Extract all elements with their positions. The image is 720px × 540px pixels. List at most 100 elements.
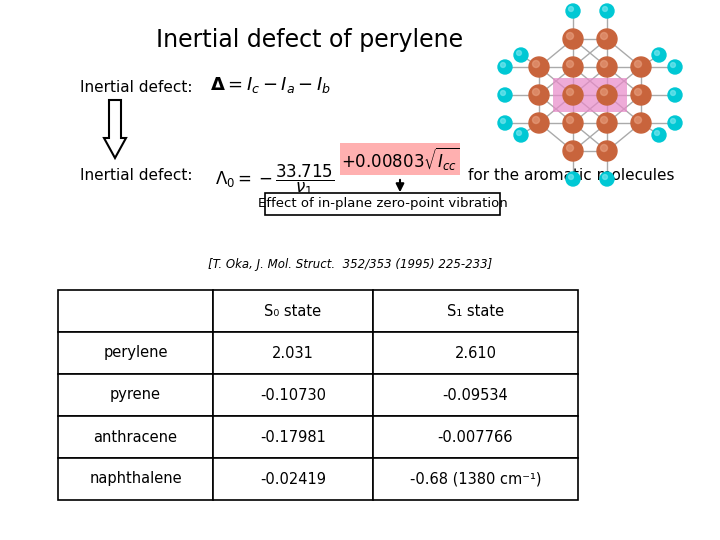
Circle shape xyxy=(634,60,642,68)
Text: perylene: perylene xyxy=(103,346,168,361)
Circle shape xyxy=(597,57,617,77)
Text: Inertial defect:: Inertial defect: xyxy=(80,168,197,183)
Text: Effect of in-plane zero-point vibration: Effect of in-plane zero-point vibration xyxy=(258,198,508,211)
Text: naphthalene: naphthalene xyxy=(89,471,182,487)
Bar xyxy=(373,332,578,374)
Circle shape xyxy=(668,88,682,102)
Bar xyxy=(58,374,213,416)
Circle shape xyxy=(600,89,608,96)
Circle shape xyxy=(567,32,574,39)
Circle shape xyxy=(600,145,608,152)
Circle shape xyxy=(654,51,660,56)
Circle shape xyxy=(563,141,583,161)
Text: pyrene: pyrene xyxy=(110,388,161,402)
Circle shape xyxy=(514,128,528,142)
Text: -0.68 (1380 cm⁻¹): -0.68 (1380 cm⁻¹) xyxy=(410,471,541,487)
Bar xyxy=(58,458,213,500)
Circle shape xyxy=(533,60,539,68)
Bar xyxy=(553,78,627,112)
Circle shape xyxy=(600,32,608,39)
Circle shape xyxy=(500,63,505,68)
Text: [T. Oka, J. Mol. Struct.  352/353 (1995) 225-233]: [T. Oka, J. Mol. Struct. 352/353 (1995) … xyxy=(208,258,492,271)
Circle shape xyxy=(600,4,614,18)
Circle shape xyxy=(533,117,539,124)
Circle shape xyxy=(566,4,580,18)
Polygon shape xyxy=(104,100,126,158)
Bar xyxy=(58,332,213,374)
Text: S₀ state: S₀ state xyxy=(264,303,322,319)
Circle shape xyxy=(498,116,512,130)
Text: anthracene: anthracene xyxy=(94,429,178,444)
Text: S₁ state: S₁ state xyxy=(447,303,504,319)
Bar xyxy=(340,143,460,175)
Circle shape xyxy=(563,113,583,133)
Text: 2.031: 2.031 xyxy=(272,346,314,361)
Bar xyxy=(58,416,213,458)
Circle shape xyxy=(670,119,675,124)
Circle shape xyxy=(569,174,573,179)
Text: for the aromatic molecules: for the aromatic molecules xyxy=(468,168,675,183)
Circle shape xyxy=(670,63,675,68)
Circle shape xyxy=(516,131,521,136)
Circle shape xyxy=(529,57,549,77)
Circle shape xyxy=(529,85,549,105)
Bar xyxy=(265,193,500,215)
Circle shape xyxy=(668,60,682,74)
Bar xyxy=(373,374,578,416)
Circle shape xyxy=(567,60,574,68)
Circle shape xyxy=(498,88,512,102)
Text: Inertial defect:: Inertial defect: xyxy=(80,80,197,95)
Circle shape xyxy=(631,57,651,77)
Circle shape xyxy=(516,51,521,56)
Circle shape xyxy=(563,29,583,49)
Text: -0.007766: -0.007766 xyxy=(438,429,513,444)
Circle shape xyxy=(597,85,617,105)
Circle shape xyxy=(600,117,608,124)
Text: -0.09534: -0.09534 xyxy=(443,388,508,402)
Text: $\boldsymbol{\Delta} = \mathit{I}_c - \mathit{I}_a - \mathit{I}_b$: $\boldsymbol{\Delta} = \mathit{I}_c - \m… xyxy=(210,75,331,95)
Text: -0.17981: -0.17981 xyxy=(260,429,326,444)
Circle shape xyxy=(500,119,505,124)
Bar xyxy=(373,416,578,458)
Circle shape xyxy=(567,89,574,96)
Circle shape xyxy=(498,60,512,74)
Circle shape xyxy=(563,85,583,105)
Text: $\Lambda_0 = -\dfrac{33.715}{\nu_1}$: $\Lambda_0 = -\dfrac{33.715}{\nu_1}$ xyxy=(215,163,334,198)
Text: $+0.00803\sqrt{I_{cc}}$: $+0.00803\sqrt{I_{cc}}$ xyxy=(341,145,459,173)
Bar xyxy=(373,290,578,332)
Circle shape xyxy=(634,89,642,96)
Circle shape xyxy=(567,145,574,152)
Circle shape xyxy=(652,48,666,62)
Circle shape xyxy=(670,91,675,96)
Text: 2.610: 2.610 xyxy=(454,346,497,361)
Bar xyxy=(213,458,373,500)
Circle shape xyxy=(603,174,608,179)
Bar xyxy=(213,332,373,374)
Circle shape xyxy=(634,117,642,124)
Circle shape xyxy=(631,113,651,133)
Circle shape xyxy=(569,6,573,11)
Circle shape xyxy=(597,141,617,161)
Bar xyxy=(213,290,373,332)
Circle shape xyxy=(567,117,574,124)
Circle shape xyxy=(529,113,549,133)
Bar xyxy=(373,458,578,500)
Text: Inertial defect of perylene: Inertial defect of perylene xyxy=(156,28,464,52)
Circle shape xyxy=(603,6,608,11)
Circle shape xyxy=(533,89,539,96)
Bar xyxy=(213,374,373,416)
Circle shape xyxy=(514,48,528,62)
Circle shape xyxy=(563,57,583,77)
Circle shape xyxy=(597,29,617,49)
Circle shape xyxy=(668,116,682,130)
Circle shape xyxy=(600,60,608,68)
Bar xyxy=(213,416,373,458)
Circle shape xyxy=(597,113,617,133)
Circle shape xyxy=(652,128,666,142)
Bar xyxy=(58,290,213,332)
Circle shape xyxy=(631,85,651,105)
Circle shape xyxy=(500,91,505,96)
Circle shape xyxy=(600,172,614,186)
Circle shape xyxy=(566,172,580,186)
Text: -0.02419: -0.02419 xyxy=(260,471,326,487)
